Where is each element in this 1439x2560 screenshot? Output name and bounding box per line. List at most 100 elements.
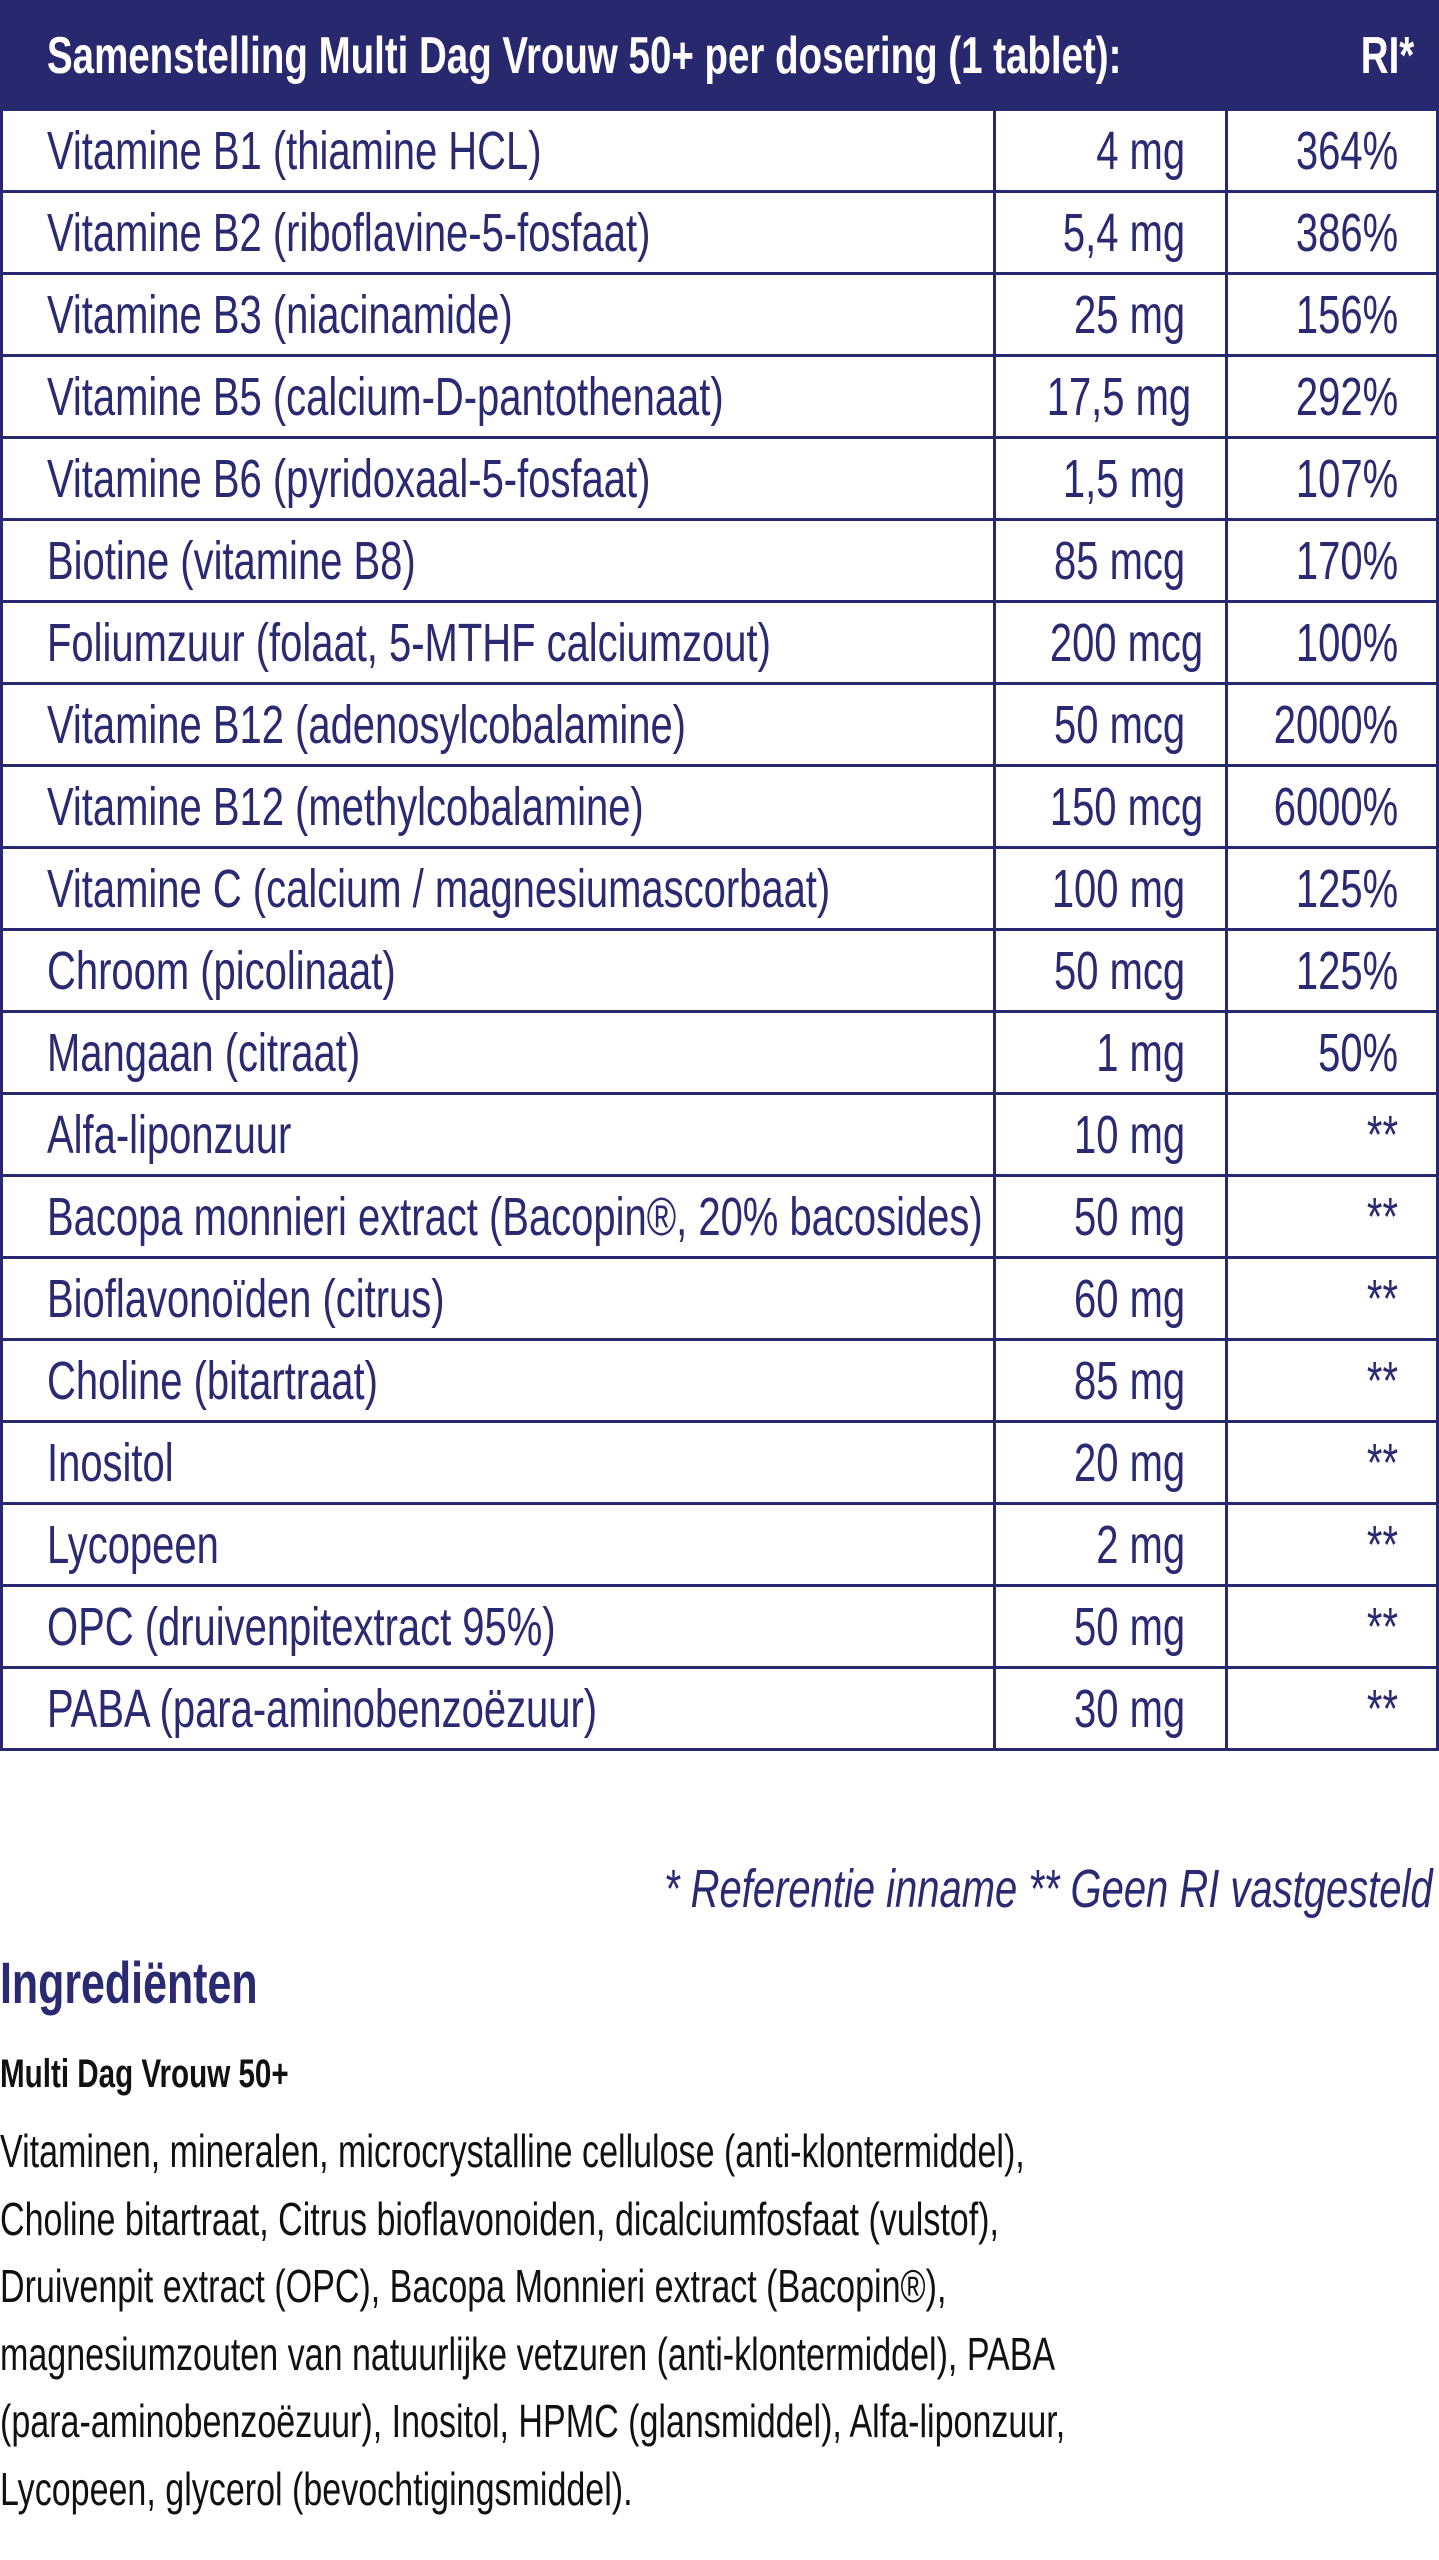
nutrient-name: PABA (para-aminobenzoëzuur)	[47, 1678, 598, 1739]
ingredients-heading: Ingrediënten	[0, 1950, 348, 2017]
ingredients-line-text: magnesiumzouten van natuurlijke vetzuren…	[0, 2327, 1056, 2380]
nutrient-amount: 5,4 mg	[1062, 202, 1185, 263]
nutrient-name: Inositol	[47, 1432, 174, 1493]
nutrient-amount: 20 mg	[1073, 1432, 1185, 1493]
table-row: Vitamine B1 (thiamine HCL) 4 mg 364%	[0, 108, 1439, 193]
nutrient-name-cell: Inositol	[0, 1420, 996, 1505]
nutrient-ri-cell: 2000%	[1225, 682, 1439, 767]
nutrient-amount-cell: 10 mg	[993, 1092, 1228, 1177]
nutrient-name: Chroom (picolinaat)	[47, 940, 396, 1001]
nutrient-amount-cell: 1,5 mg	[993, 436, 1228, 521]
table-row: Inositol 20 mg **	[0, 1420, 1439, 1505]
nutrient-name-cell: Vitamine B2 (riboflavine-5-fosfaat)	[0, 190, 996, 275]
nutrient-name-cell: Foliumzuur (folaat, 5-MTHF calciumzout)	[0, 600, 996, 685]
nutrient-name-cell: OPC (druivenpitextract 95%)	[0, 1584, 996, 1669]
nutrient-name: Vitamine B12 (methylcobalamine)	[47, 776, 644, 837]
nutrient-ri-cell: 107%	[1225, 436, 1439, 521]
nutrient-ri-cell: **	[1225, 1502, 1439, 1587]
nutrient-name: Alfa-liponzuur	[47, 1104, 292, 1165]
nutrient-amount: 10 mg	[1073, 1104, 1185, 1165]
table-title: Samenstelling Multi Dag Vrouw 50+ per do…	[0, 0, 1228, 111]
nutrient-amount-cell: 200 mcg	[993, 600, 1228, 685]
ingredients-line: Choline bitartraat, Citrus bioflavonoide…	[0, 2186, 1439, 2254]
nutrient-amount-cell: 1 mg	[993, 1010, 1228, 1095]
nutrient-name: Lycopeen	[47, 1514, 219, 1575]
nutrient-amount-cell: 50 mg	[993, 1174, 1228, 1259]
nutrient-name: Mangaan (citraat)	[47, 1022, 361, 1083]
nutrient-amount-cell: 30 mg	[993, 1666, 1228, 1751]
nutrient-amount-cell: 50 mg	[993, 1584, 1228, 1669]
nutrient-amount: 100 mg	[1051, 858, 1185, 919]
product-name: Multi Dag Vrouw 50+	[0, 2052, 390, 2097]
nutrient-ri-cell: 364%	[1225, 108, 1439, 193]
nutrient-amount-cell: 4 mg	[993, 108, 1228, 193]
nutrient-ri: 6000%	[1273, 776, 1398, 837]
nutrient-name: Biotine (vitamine B8)	[47, 530, 416, 591]
nutrient-ri-cell: 100%	[1225, 600, 1439, 685]
table-row: Vitamine B3 (niacinamide) 25 mg 156%	[0, 272, 1439, 357]
nutrient-amount-cell: 150 mcg	[993, 764, 1228, 849]
nutrient-ri: 292%	[1295, 366, 1398, 427]
nutrient-amount: 1 mg	[1096, 1022, 1185, 1083]
nutrient-amount-cell: 85 mcg	[993, 518, 1228, 603]
nutrient-amount: 200 mcg	[1049, 612, 1204, 673]
nutrient-ri-cell: 125%	[1225, 846, 1439, 931]
nutrient-name-cell: Vitamine C (calcium / magnesiumascorbaat…	[0, 846, 996, 931]
nutrient-amount-cell: 20 mg	[993, 1420, 1228, 1505]
nutrient-ri: **	[1366, 1350, 1398, 1411]
nutrient-amount: 60 mg	[1073, 1268, 1185, 1329]
nutrient-name-cell: Bioflavonoïden (citrus)	[0, 1256, 996, 1341]
nutrient-ri: **	[1366, 1514, 1398, 1575]
ingredients-heading-text: Ingrediënten	[0, 1951, 258, 2016]
table-title-text: Samenstelling Multi Dag Vrouw 50+ per do…	[47, 26, 1122, 85]
nutrient-amount-cell: 2 mg	[993, 1502, 1228, 1587]
nutrient-ri-cell: **	[1225, 1584, 1439, 1669]
ingredients-line-text: Choline bitartraat, Citrus bioflavonoide…	[0, 2192, 999, 2245]
ingredients-line: Lycopeen, glycerol (bevochtigingsmiddel)…	[0, 2456, 1439, 2524]
nutrient-name-cell: Alfa-liponzuur	[0, 1092, 996, 1177]
nutrient-name-cell: PABA (para-aminobenzoëzuur)	[0, 1666, 996, 1751]
nutrient-name: Vitamine B5 (calcium-D-pantothenaat)	[47, 366, 724, 427]
nutrient-name-cell: Bacopa monnieri extract (Bacopin®, 20% b…	[0, 1174, 996, 1259]
product-name-text: Multi Dag Vrouw 50+	[0, 2052, 289, 2096]
nutrient-ri-cell: **	[1225, 1420, 1439, 1505]
footnote: * Referentie inname ** Geen RI vastgeste…	[394, 1858, 1433, 1920]
nutrient-name: Vitamine B6 (pyridoxaal-5-fosfaat)	[47, 448, 651, 509]
nutrient-ri: 50%	[1318, 1022, 1398, 1083]
table-header: Samenstelling Multi Dag Vrouw 50+ per do…	[0, 0, 1439, 111]
nutrient-ri: 125%	[1295, 858, 1398, 919]
nutrient-amount: 2 mg	[1096, 1514, 1185, 1575]
nutrient-name: Vitamine B1 (thiamine HCL)	[47, 120, 542, 181]
nutrient-ri: **	[1366, 1596, 1398, 1657]
nutrient-amount: 17,5 mg	[1046, 366, 1192, 427]
nutrient-amount-cell: 25 mg	[993, 272, 1228, 357]
nutrient-amount: 30 mg	[1073, 1678, 1185, 1739]
nutrient-ri-cell: **	[1225, 1666, 1439, 1751]
table-row: Vitamine C (calcium / magnesiumascorbaat…	[0, 846, 1439, 931]
table-row: Vitamine B6 (pyridoxaal-5-fosfaat) 1,5 mg…	[0, 436, 1439, 521]
nutrient-name-cell: Vitamine B5 (calcium-D-pantothenaat)	[0, 354, 996, 439]
nutrient-ri-cell: 170%	[1225, 518, 1439, 603]
nutrient-ri-cell: 156%	[1225, 272, 1439, 357]
nutrient-ri: 170%	[1295, 530, 1398, 591]
nutrient-name: OPC (druivenpitextract 95%)	[47, 1596, 556, 1657]
nutrient-ri-cell: **	[1225, 1092, 1439, 1177]
nutrient-name-cell: Vitamine B1 (thiamine HCL)	[0, 108, 996, 193]
nutrition-table: Samenstelling Multi Dag Vrouw 50+ per do…	[0, 0, 1439, 1751]
ingredients-line: magnesiumzouten van natuurlijke vetzuren…	[0, 2321, 1439, 2389]
nutrient-ri-cell: 6000%	[1225, 764, 1439, 849]
nutrient-ri: 2000%	[1273, 694, 1398, 755]
nutrient-ri-cell: **	[1225, 1256, 1439, 1341]
nutrient-ri: 107%	[1295, 448, 1398, 509]
ingredients-list: Vitaminen, mineralen, microcrystalline c…	[0, 2118, 1439, 2523]
ri-header: RI*	[1225, 0, 1439, 111]
nutrient-amount: 85 mcg	[1053, 530, 1185, 591]
table-row: Bacopa monnieri extract (Bacopin®, 20% b…	[0, 1174, 1439, 1259]
nutrient-amount: 25 mg	[1073, 284, 1185, 345]
table-row: PABA (para-aminobenzoëzuur) 30 mg **	[0, 1666, 1439, 1751]
nutrient-ri: **	[1366, 1678, 1398, 1739]
nutrient-ri: **	[1366, 1186, 1398, 1247]
table-row: Chroom (picolinaat) 50 mcg 125%	[0, 928, 1439, 1013]
nutrient-amount-cell: 60 mg	[993, 1256, 1228, 1341]
nutrient-ri: 386%	[1295, 202, 1398, 263]
